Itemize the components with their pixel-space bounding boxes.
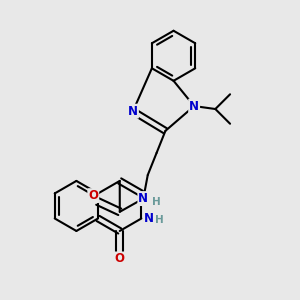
Text: H: H [152,196,161,206]
Text: N: N [144,212,154,225]
Text: O: O [115,252,125,266]
Text: H: H [155,215,164,225]
Text: N: N [138,192,148,205]
Text: O: O [88,189,98,202]
Text: N: N [189,100,199,112]
Text: N: N [128,105,138,118]
